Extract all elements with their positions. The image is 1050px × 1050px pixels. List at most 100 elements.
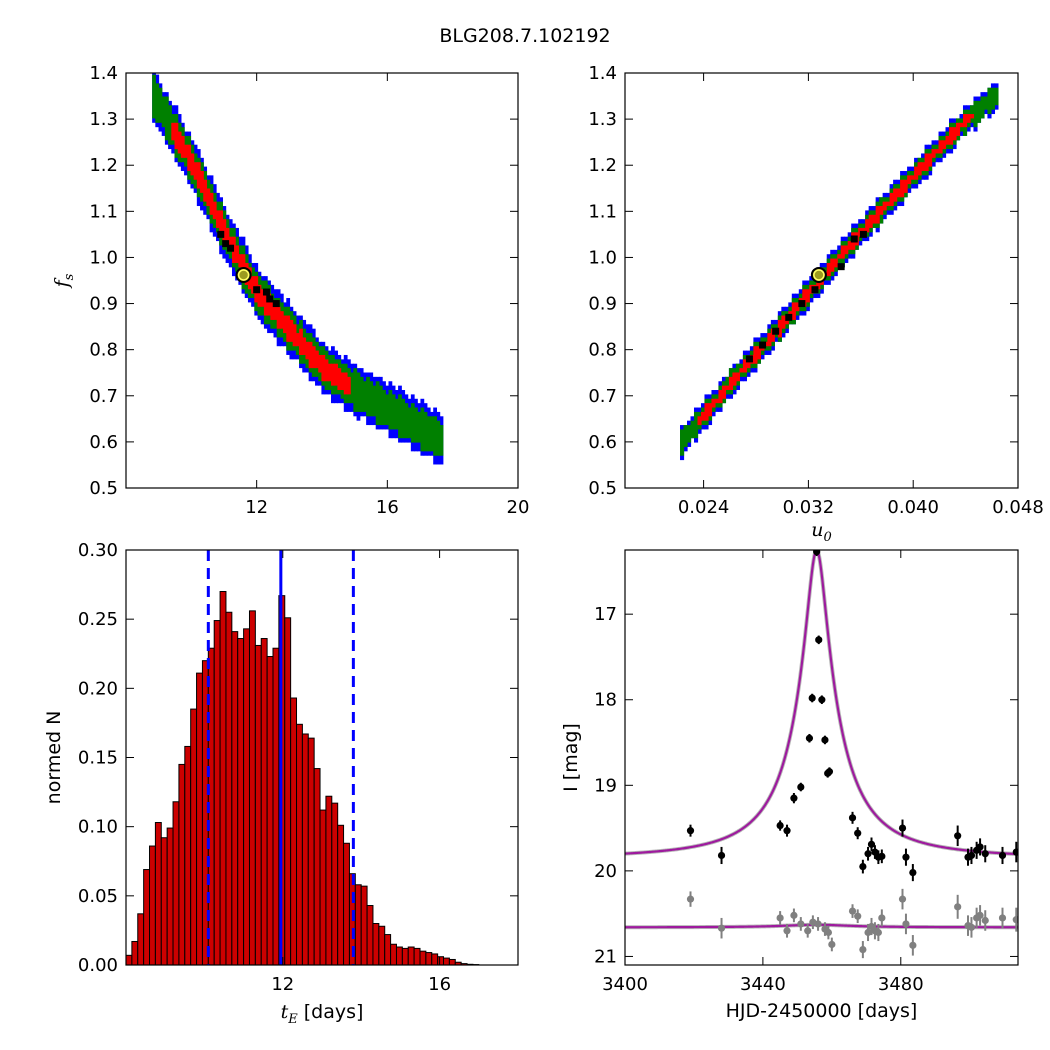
data-point (981, 850, 989, 858)
histogram-bar (313, 768, 321, 966)
band-cell-inner (903, 179, 908, 193)
band-cell-inner (286, 315, 291, 342)
band-cell-inner (861, 227, 866, 233)
histogram-bar (331, 802, 339, 966)
panel-tr-frame (624, 72, 1019, 489)
band-cell-inner (209, 192, 214, 215)
histogram-bar (343, 842, 350, 966)
band-cell-mid (161, 96, 166, 128)
panel-bl-ticks: 12 16 0.00 0.05 0.10 0.15 0.20 0.25 0.30 (78, 540, 518, 995)
panel-tl-frame (125, 72, 519, 489)
data-point (783, 827, 791, 835)
band-cell-mid (394, 398, 399, 430)
histogram-bar (319, 809, 327, 966)
band-cell-inner (305, 341, 310, 360)
band-cell-inner (949, 127, 954, 145)
data-point (1012, 916, 1018, 924)
band-cell-inner (938, 140, 943, 154)
y-tick-label: 1.4 (588, 63, 617, 84)
band-cell-inner (260, 289, 265, 307)
band-cell-inner (171, 122, 176, 141)
band-cell-inner (308, 341, 313, 369)
band-cell-inner (907, 175, 912, 185)
histogram-bar (184, 745, 192, 966)
histogram-bar (137, 913, 145, 966)
y-tick-label: 0.9 (588, 294, 617, 315)
sample-point (262, 288, 270, 296)
x-tick-label: 3440 (740, 974, 786, 995)
band-cell-inner (847, 241, 852, 250)
band-cell-inner (753, 346, 758, 364)
sample-point (222, 240, 230, 248)
photometry-secondary (686, 888, 1018, 959)
y-tick-label: 0.15 (78, 748, 118, 769)
x-axis-label: u0 (811, 519, 832, 545)
band-cell-mid (407, 407, 412, 439)
band-cell-inner (711, 398, 716, 408)
histogram-bar (213, 620, 221, 966)
band-cell-mid (152, 74, 156, 119)
data-point (790, 794, 798, 802)
sample-point (837, 263, 845, 271)
band-cell-inner (959, 122, 964, 128)
y-tick-label: 0.5 (89, 478, 118, 499)
y-axis-label: I [mag] (560, 723, 582, 792)
band-cell-inner (334, 363, 338, 386)
band-cell-inner (222, 219, 227, 242)
band-cell-inner (728, 376, 734, 391)
band-cell-inner (732, 372, 737, 386)
data-point (848, 907, 857, 915)
data-point (824, 928, 832, 937)
band-cell-inner (697, 416, 702, 426)
band-cell-mid (398, 394, 402, 439)
sample-point (772, 327, 780, 335)
band-cell-mid (372, 385, 377, 417)
band-cell-mid (990, 87, 996, 110)
histogram-bar (413, 947, 421, 966)
y-axis-label: fs (51, 273, 77, 289)
histogram-bar (390, 943, 397, 966)
x-tick-label: 0.048 (992, 497, 1044, 518)
histogram-bar (425, 952, 433, 966)
y-tick-label: 1.1 (89, 201, 118, 222)
band-cell-inner (955, 122, 961, 136)
sample-point (266, 295, 274, 303)
band-cell-mid (369, 381, 374, 417)
band-cell-mid (375, 381, 380, 426)
panel-tr-ticks: 0.024 0.032 0.040 0.048 0.5 0.6 0.7 0.8 0.9 1.0 1.… (588, 63, 1043, 518)
band-cell-inner (833, 258, 838, 268)
band-cell-inner (868, 214, 873, 228)
band-cell-inner (257, 284, 262, 307)
y-tick-label: 0.20 (78, 678, 118, 699)
band-cell-inner (791, 302, 796, 320)
x-tick-label: 0.032 (783, 497, 835, 518)
band-cell-inner (196, 162, 201, 189)
band-cell-mid (426, 416, 431, 452)
band-cell-inner (212, 201, 217, 220)
band-cell-mid (359, 376, 364, 412)
data-point (976, 911, 984, 919)
band-cell-mid (410, 403, 415, 443)
data-point (776, 914, 784, 922)
sample-point (272, 300, 280, 308)
band-cell-inner (931, 149, 936, 158)
band-cell-inner (889, 192, 894, 207)
band-cell-inner (251, 276, 255, 294)
confidence-band (152, 73, 444, 465)
band-cell-inner (203, 179, 208, 202)
y-tick-label: 0.25 (78, 609, 118, 630)
panel-br-ticks: 3400 3440 3480 17 18 19 20 21 (594, 550, 1018, 995)
data-point (898, 824, 907, 832)
y-tick-label: 0.6 (89, 432, 118, 453)
sample-point (227, 244, 235, 252)
data-point (909, 868, 917, 877)
band-cell-inner (315, 350, 319, 369)
band-cell-inner (893, 188, 898, 202)
band-cell-inner (318, 354, 323, 373)
y-tick-label: 1.1 (588, 201, 617, 222)
confidence-band (680, 83, 999, 461)
histogram-bar (284, 617, 292, 966)
data-point (1012, 848, 1018, 856)
data-point (686, 827, 695, 835)
sample-point (850, 235, 858, 243)
